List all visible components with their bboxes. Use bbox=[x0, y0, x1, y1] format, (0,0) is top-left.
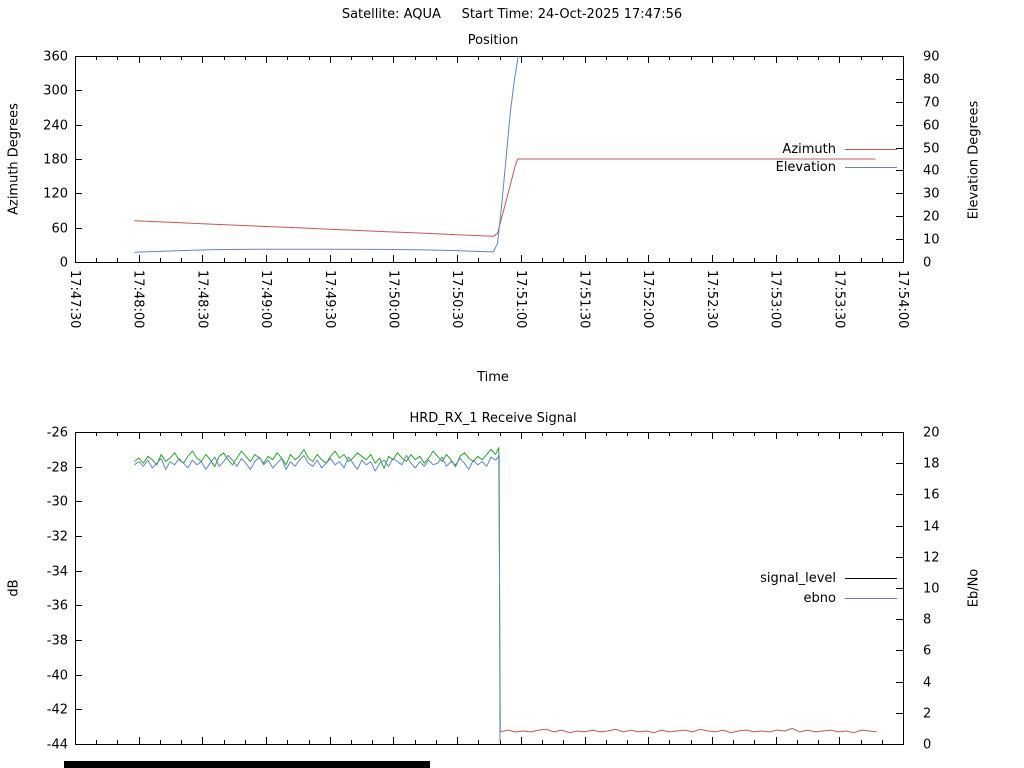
y-right-tick-label: 10 bbox=[923, 582, 940, 597]
y-left-tick-label: 120 bbox=[43, 187, 68, 202]
receive-signal-legend: signal_level ebno bbox=[705, 568, 897, 608]
plot-border bbox=[75, 432, 904, 745]
position-legend: Azimuth Elevation bbox=[705, 140, 897, 176]
series-line-Azimuth bbox=[134, 158, 876, 237]
x-tick-label: 17:50:00 bbox=[385, 270, 400, 328]
y-right-tick-label: 80 bbox=[923, 73, 940, 88]
y-left-tick-label: 240 bbox=[43, 119, 68, 134]
series-line-signal_level_pre_LOS bbox=[134, 447, 501, 732]
y-right-tick-label: 50 bbox=[923, 142, 940, 157]
y-right-tick-label: 2 bbox=[923, 707, 931, 722]
y-left-tick-label: -34 bbox=[47, 565, 68, 580]
cutoff-labels-strip bbox=[64, 761, 430, 768]
position-chart-title: Position bbox=[467, 33, 519, 48]
y-left-tick-label: -44 bbox=[47, 738, 68, 753]
y-left-tick-label: 300 bbox=[43, 84, 68, 99]
x-tick-label: 17:54:00 bbox=[895, 270, 910, 328]
x-tick-label: 17:51:30 bbox=[577, 270, 592, 328]
y-left-tick-label: -30 bbox=[47, 495, 68, 510]
legend-label-ebno: ebno bbox=[803, 590, 836, 606]
legend-label-signal-level: signal_level bbox=[760, 570, 836, 586]
receive-signal-chart-title: HRD_RX_1 Receive Signal bbox=[409, 411, 577, 426]
y-right-tick-label: 30 bbox=[923, 187, 940, 202]
legend-entry-elevation: Elevation bbox=[705, 158, 897, 176]
y-right-tick-label: 0 bbox=[923, 256, 931, 271]
y-right-tick-label: 16 bbox=[923, 488, 940, 503]
legend-label-azimuth: Azimuth bbox=[782, 141, 836, 157]
y-right-tick-label: 10 bbox=[923, 233, 940, 248]
y-left-tick-label: -32 bbox=[47, 530, 68, 545]
elevation-axis-label: Elevation Degrees bbox=[966, 100, 982, 220]
x-tick-label: 17:52:00 bbox=[640, 270, 655, 328]
y-right-tick-label: 70 bbox=[923, 96, 940, 111]
y-right-tick-label: 0 bbox=[923, 738, 931, 753]
y-left-tick-label: -38 bbox=[47, 634, 68, 649]
y-right-tick-label: 90 bbox=[923, 50, 940, 65]
x-tick-label: 17:49:30 bbox=[322, 270, 337, 328]
azimuth-axis-label: Azimuth Degrees bbox=[6, 103, 22, 215]
legend-line-elevation bbox=[845, 166, 897, 168]
legend-entry-signal-level: signal_level bbox=[705, 568, 897, 588]
series-line-signal_level_post_LOS bbox=[500, 727, 877, 734]
y-right-tick-label: 60 bbox=[923, 119, 940, 134]
x-tick-label: 17:49:00 bbox=[258, 270, 273, 328]
x-tick-label: 17:47:30 bbox=[67, 270, 82, 328]
series-line-Elevation bbox=[134, 55, 519, 253]
y-left-tick-label: -28 bbox=[47, 461, 68, 476]
y-left-tick-label: 180 bbox=[43, 153, 68, 168]
time-axis-label: Time bbox=[477, 370, 509, 385]
y-left-tick-label: -36 bbox=[47, 599, 68, 614]
x-tick-label: 17:50:30 bbox=[449, 270, 464, 328]
series-line-ebno bbox=[134, 454, 501, 742]
x-tick-label: 17:48:00 bbox=[131, 270, 146, 328]
y-right-tick-label: 18 bbox=[923, 457, 940, 472]
legend-line-azimuth bbox=[845, 148, 897, 150]
y-right-tick-label: 12 bbox=[923, 551, 940, 566]
y-right-tick-label: 20 bbox=[923, 426, 940, 441]
x-tick-label: 17:51:00 bbox=[513, 270, 528, 328]
x-tick-label: 17:48:30 bbox=[194, 270, 209, 328]
page-title: Satellite: AQUA Start Time: 24-Oct-2025 … bbox=[341, 7, 683, 22]
y-left-tick-label: -40 bbox=[47, 669, 68, 684]
legend-line-ebno bbox=[845, 597, 897, 599]
y-left-tick-label: -26 bbox=[47, 426, 68, 441]
ebno-axis-label: Eb/No bbox=[966, 568, 982, 608]
x-tick-label: 17:53:00 bbox=[768, 270, 783, 328]
y-right-tick-label: 6 bbox=[923, 644, 931, 659]
y-right-tick-label: 20 bbox=[923, 210, 940, 225]
db-axis-label: dB bbox=[6, 579, 22, 597]
x-tick-label: 17:52:30 bbox=[704, 270, 719, 328]
legend-label-elevation: Elevation bbox=[775, 159, 836, 175]
x-tick-label: 17:53:30 bbox=[831, 270, 846, 328]
y-left-tick-label: 360 bbox=[43, 50, 68, 65]
legend-entry-azimuth: Azimuth bbox=[705, 140, 897, 158]
y-left-tick-label: 60 bbox=[51, 222, 68, 237]
y-right-tick-label: 8 bbox=[923, 613, 931, 628]
legend-line-signal-level bbox=[845, 577, 897, 579]
y-right-tick-label: 14 bbox=[923, 520, 940, 535]
y-left-tick-label: 0 bbox=[60, 256, 68, 271]
y-left-tick-label: -42 bbox=[47, 703, 68, 718]
legend-entry-ebno: ebno bbox=[705, 588, 897, 608]
y-right-tick-label: 4 bbox=[923, 676, 931, 691]
y-right-tick-label: 40 bbox=[923, 164, 940, 179]
